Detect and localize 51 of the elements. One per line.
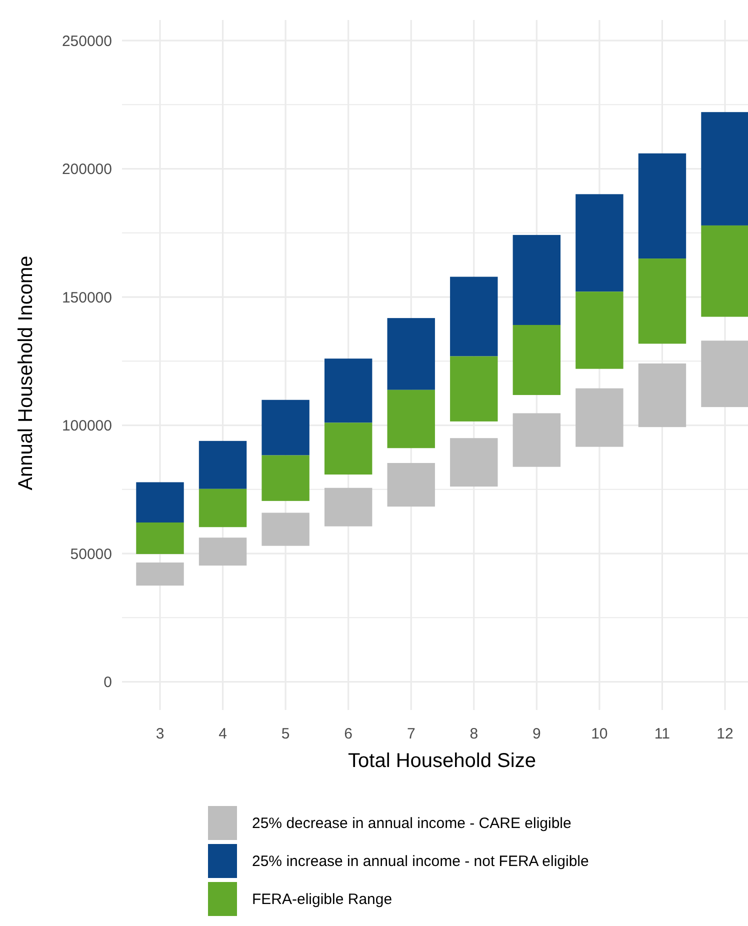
x-tick-label: 11 bbox=[654, 725, 670, 742]
x-axis-title: Total Household Size bbox=[348, 750, 536, 772]
bar bbox=[576, 194, 624, 292]
bar bbox=[701, 225, 748, 317]
bar bbox=[576, 292, 624, 369]
x-tick-label: 10 bbox=[591, 725, 608, 742]
y-tick-label: 250000 bbox=[62, 32, 112, 50]
bar bbox=[262, 455, 310, 501]
bar bbox=[198, 538, 247, 566]
y-axis-title: Annual Household Income bbox=[15, 256, 37, 490]
y-tick-label: 50000 bbox=[70, 546, 112, 563]
bar bbox=[324, 358, 372, 423]
bar bbox=[638, 258, 686, 344]
bar bbox=[136, 562, 184, 586]
bar bbox=[387, 318, 435, 390]
x-tick-label: 7 bbox=[406, 725, 416, 742]
bar bbox=[512, 413, 561, 467]
bar bbox=[387, 462, 435, 507]
y-tick-label: 200000 bbox=[62, 161, 112, 178]
x-tick-label: 3 bbox=[156, 725, 164, 742]
legend-label: 25% increase in annual income - not FERA eligible bbox=[252, 853, 589, 870]
bar bbox=[512, 324, 561, 396]
bar bbox=[262, 400, 310, 456]
bar bbox=[576, 388, 624, 447]
x-tick-label: 8 bbox=[470, 725, 478, 742]
bar bbox=[450, 276, 498, 356]
y-tick-label: 100000 bbox=[62, 418, 112, 435]
bar bbox=[198, 440, 247, 489]
x-tick-label: 5 bbox=[281, 725, 290, 742]
bar bbox=[198, 488, 247, 528]
bar bbox=[450, 356, 498, 422]
x-tick-label: 6 bbox=[344, 725, 353, 742]
y-tick-label: 0 bbox=[104, 674, 112, 692]
bar bbox=[701, 340, 748, 408]
x-tick-label: 12 bbox=[716, 725, 734, 742]
bar bbox=[136, 482, 184, 522]
y-tick-label: 150000 bbox=[62, 289, 112, 306]
bar bbox=[324, 422, 372, 475]
bar bbox=[701, 112, 748, 226]
legend-label: 25% decrease in annual income - CARE eligible bbox=[252, 815, 572, 832]
legend-label: FERA-eligible Range bbox=[252, 891, 392, 908]
x-tick-label: 9 bbox=[532, 725, 541, 742]
bar bbox=[324, 488, 372, 526]
x-tick-label: 4 bbox=[218, 725, 227, 742]
bar bbox=[638, 153, 686, 259]
bar bbox=[638, 363, 686, 428]
bar bbox=[387, 390, 435, 448]
bar bbox=[136, 522, 184, 554]
bar bbox=[262, 512, 310, 546]
bar bbox=[450, 438, 498, 487]
bar bbox=[512, 234, 561, 325]
